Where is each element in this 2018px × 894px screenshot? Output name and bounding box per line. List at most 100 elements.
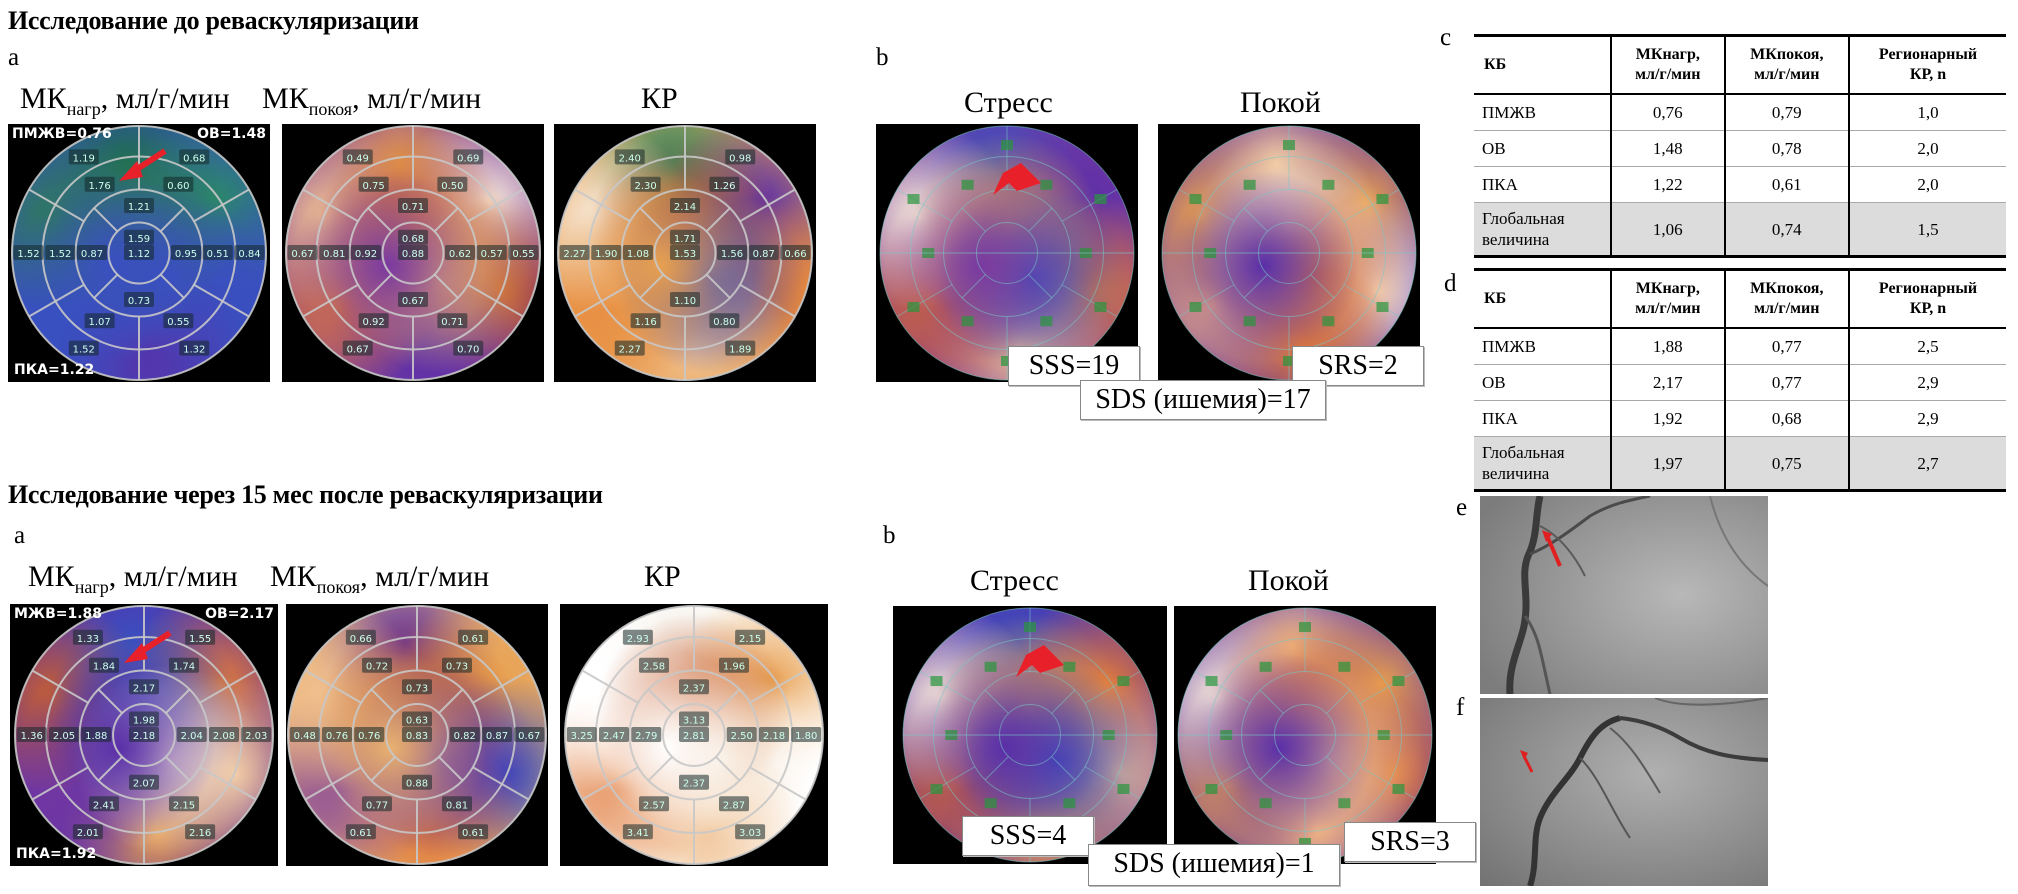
segment-value: 3.13 [683,716,705,727]
sss-label-before: SSS=19 [1008,346,1140,386]
red-arrow-icon [993,163,1041,195]
cell-global-label: Глобальная величина [1474,202,1611,258]
header-mk-load: МКнагр, мл/г/мин [1610,34,1725,95]
vessel-flow-overlay: МЖВ=1.88 [14,606,102,622]
polar-map-mk-load-before: 0.68 0.84 1.32 1.52 1.52 1.19 0.60 0.51 0.55 1.07… [8,124,270,382]
polar-map-graphic [876,124,1138,382]
segment-value: 0.77 [366,800,388,811]
segment-value: 0.66 [784,249,806,260]
polar-map-kr-after: 2.15 1.80 3.03 3.41 3.25 2.93 1.96 2.18 2.87 2.57… [560,604,828,866]
segment-value: 3.25 [571,731,593,742]
cell: ОВ [1474,364,1611,401]
sds-label-after: SDS (ишемия)=1 [1088,844,1340,886]
segment-value: 2.03 [245,731,267,742]
polar-map-mk-rest-before: 0.69 0.55 0.70 0.67 0.67 0.49 0.50 0.57 0.71 0.92… [282,124,544,382]
segment-value: 0.92 [355,249,377,260]
segment-value: 2.15 [739,634,761,645]
segment-value: 1.55 [189,634,211,645]
segment-value: 0.67 [402,296,424,307]
segment-value: 2.40 [619,153,641,164]
polar-map-mk-load-after: 1.55 2.03 2.16 2.01 1.36 1.33 1.74 2.08 2.15 2.41… [10,604,278,866]
label-mk-load-bottom: МКнагр, мл/г/мин [28,560,238,597]
header-regional-kr: Регионарный КР, n [1848,34,2006,95]
segment-value: 2.30 [634,181,656,192]
cell: 0,74 [1723,202,1849,258]
segment-value: 0.73 [128,296,150,307]
segment-value: 0.71 [441,317,463,328]
segment-value: 0.98 [729,153,751,164]
segment-value: 1.71 [674,234,696,245]
polar-map-graphic: 0.68 0.84 1.32 1.52 1.52 1.19 0.60 0.51 0.55 1.07… [8,124,270,382]
segment-value: 2.79 [635,731,657,742]
polar-map-mk-rest-after: 0.61 0.67 0.61 0.61 0.48 0.66 0.73 0.87 0.81 0.77… [286,604,548,866]
segment-value: 2.01 [77,828,99,839]
vessel-flow-overlay: ОВ=1.48 [197,126,266,142]
cell: 1,06 [1610,202,1725,258]
segment-value: 0.71 [402,202,424,213]
sss-label-after: SSS=4 [962,816,1094,856]
segment-value: 2.87 [723,800,745,811]
panel-letter-a-bottom: a [14,522,26,549]
segment-value: 0.51 [207,249,229,260]
segment-value: 0.70 [457,345,479,356]
angiogram-f-image [1480,698,1768,886]
cell-global-label: Глобальная величина [1474,436,1611,492]
segment-value: 2.37 [683,779,705,790]
segment-value: 0.67 [291,249,313,260]
label-rest-top: Покой [1240,86,1321,119]
segment-value: 3.41 [627,828,649,839]
angiogram-e [1480,496,1768,694]
cell: 1,92 [1610,400,1725,437]
polar-map-graphic [1158,124,1420,382]
segment-value: 0.87 [81,249,103,260]
segment-value: 0.66 [350,634,372,645]
angiogram-f [1480,698,1768,886]
red-arrow-icon [1016,645,1064,677]
segment-value: 1.32 [183,345,205,356]
segment-value: 2.58 [643,662,665,673]
segment-value: 1.52 [17,249,39,260]
segment-value: 0.50 [441,181,463,192]
cell: 2,5 [1848,328,2006,365]
header-mk-rest: МКпокоя, мл/г/мин [1723,34,1849,95]
header-kb: КБ [1474,34,1611,95]
segment-value: 0.57 [481,249,503,260]
segment-value: 1.52 [49,249,71,260]
table-header: КБ МКнагр, мл/г/мин МКпокоя, мл/г/мин Реги… [1474,34,2006,95]
label-stress-bottom: Стресс [970,564,1059,597]
label-mk-rest-top: МКпокоя, мл/г/мин [262,82,482,119]
segment-value: 2.47 [603,731,625,742]
segment-value: 3.03 [739,828,761,839]
polar-map-graphic: 0.98 0.66 1.89 2.27 2.27 2.40 1.26 0.87 0.80 1.16… [554,124,816,382]
polar-map-graphic: 2.15 1.80 3.03 3.41 3.25 2.93 1.96 2.18 2.87 2.57… [560,604,828,866]
section-title-after: Исследование через 15 мес после реваскул… [8,480,603,509]
segment-value: 0.69 [457,153,479,164]
segment-value: 1.56 [721,249,743,260]
segment-value: 0.62 [449,249,471,260]
segment-value: 0.88 [406,779,428,790]
segment-value: 0.55 [512,249,534,260]
segment-value: 2.18 [133,731,155,742]
header-mk-rest: МКпокоя, мл/г/мин [1723,268,1849,329]
cell: 2,17 [1610,364,1725,401]
table-row: ПКА 1,92 0,68 2,9 [1474,400,2006,437]
segment-value: 2.16 [189,828,211,839]
segment-value: 2.17 [133,683,155,694]
table-row: ПМЖВ 1,88 0,77 2,5 [1474,328,2006,365]
cell: 2,0 [1848,130,2006,167]
polar-map-graphic: 1.55 2.03 2.16 2.01 1.36 1.33 1.74 2.08 2.15 2.41… [10,604,278,866]
cell: 2,9 [1848,364,2006,401]
srs-label-before: SRS=2 [1292,346,1424,386]
segment-value: 0.48 [294,731,316,742]
perfusion-map-rest-before [1158,124,1420,382]
cell: 1,22 [1610,166,1725,203]
table-row: ОВ 2,17 0,77 2,9 [1474,364,2006,401]
panel-letter-a-top: a [8,44,20,71]
table-row-global: Глобальная величина 1,06 0,74 1,5 [1474,202,2006,258]
segment-value: 0.67 [518,731,540,742]
polar-map-graphic [1174,606,1436,864]
segment-value: 1.33 [77,634,99,645]
vessel-flow-overlay: ПКА=1.92 [16,846,96,862]
vessel-flow-overlay: ПМЖВ=0.76 [12,126,112,142]
segment-value: 1.59 [128,234,150,245]
